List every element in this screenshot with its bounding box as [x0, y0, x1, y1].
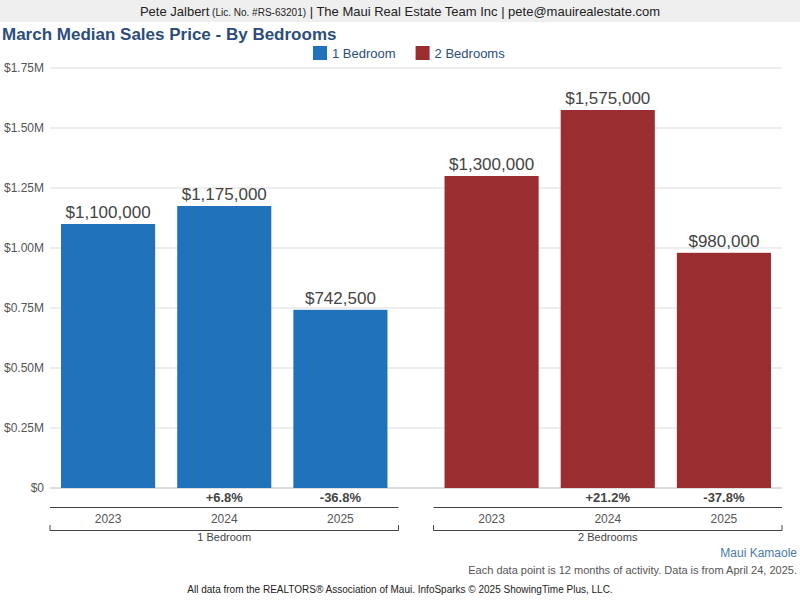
data-label: $742,500	[305, 289, 376, 308]
legend: 1 Bedroom 2 Bedrooms	[313, 46, 505, 61]
group-label: 1 Bedroom	[197, 531, 251, 543]
legend-label: 2 Bedrooms	[435, 46, 506, 61]
y-tick-label: $1.25M	[4, 181, 44, 195]
data-label: $980,000	[688, 232, 759, 251]
y-tick-label: $1.50M	[4, 121, 44, 135]
group-bracket	[50, 525, 399, 531]
change-label: -37.8%	[703, 490, 745, 505]
bar	[293, 310, 387, 488]
header-bar	[0, 0, 800, 22]
group-label: 2 Bedrooms	[578, 531, 638, 543]
grid-line	[50, 188, 782, 189]
note: Each data point is 12 months of activity…	[468, 564, 797, 576]
header-part: (Lic. No. #RS-63201)	[209, 7, 306, 18]
data-label: $1,300,000	[449, 155, 534, 174]
change-label: +6.8%	[206, 490, 244, 505]
y-tick-label: $0	[31, 481, 45, 495]
bar	[561, 110, 655, 488]
y-tick-label: $0.50M	[4, 361, 44, 375]
y-tick-label: $0.75M	[4, 301, 44, 315]
axis-line	[434, 507, 783, 508]
grid-line	[50, 308, 782, 309]
grid-line	[50, 68, 782, 69]
bar	[677, 253, 771, 488]
header: Pete Jalbert (Lic. No. #RS-63201) | The …	[140, 4, 660, 19]
group-bracket	[434, 525, 783, 531]
legend-label: 1 Bedroom	[332, 46, 396, 61]
grid-line	[50, 368, 782, 369]
grid-line	[50, 248, 782, 249]
bar	[61, 224, 155, 488]
bar	[177, 206, 271, 488]
header-part: | The Maui Real Estate Team Inc | pete@m…	[306, 4, 660, 19]
bars	[61, 110, 771, 488]
y-tick-label: $0.25M	[4, 421, 44, 435]
legend-swatch	[416, 46, 430, 60]
x-tick-label: 2025	[327, 512, 354, 526]
labels: $1,100,000 2023 $1,175,000 +6.8% 2024 $742,50…	[66, 89, 760, 543]
x-tick-label: 2024	[211, 512, 238, 526]
chart: Pete Jalbert (Lic. No. #RS-63201) | The …	[0, 0, 800, 600]
change-label: +21.2%	[586, 490, 631, 505]
data-label: $1,575,000	[565, 89, 650, 108]
y-tick-label: $1.00M	[4, 241, 44, 255]
grid-line	[50, 488, 782, 489]
x-tick-label: 2024	[594, 512, 621, 526]
footer: All data from the REALTORS® Association …	[187, 584, 612, 595]
y-tick-label: $1.75M	[4, 61, 44, 75]
axis-line	[50, 507, 399, 508]
data-label: $1,175,000	[182, 185, 267, 204]
grid-line	[50, 128, 782, 129]
x-tick-label: 2023	[478, 512, 505, 526]
legend-swatch	[313, 46, 327, 60]
x-tick-label: 2023	[95, 512, 122, 526]
area: Maui Kamaole	[720, 546, 797, 560]
title: March Median Sales Price - By Bedrooms	[2, 25, 336, 44]
data-label: $1,100,000	[66, 203, 151, 222]
change-label: -36.8%	[320, 490, 362, 505]
header-part: Pete Jalbert	[140, 4, 210, 19]
grid-line	[50, 428, 782, 429]
x-tick-label: 2025	[711, 512, 738, 526]
bar	[445, 176, 539, 488]
